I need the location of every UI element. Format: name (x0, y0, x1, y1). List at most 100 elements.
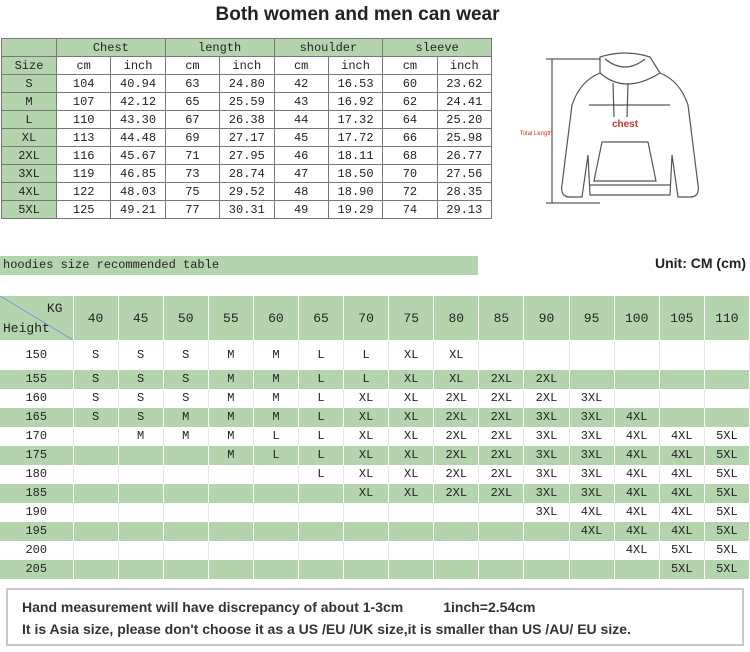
value-cell: 45 (273, 128, 329, 147)
table-row: 2XL 116 45.67 71 27.95 46 18.11 68 26.77 (1, 146, 493, 165)
size-cell: M (163, 408, 209, 427)
size-cell: L (253, 427, 299, 446)
size-cell: XL (388, 484, 435, 503)
height-cell: 190 (0, 503, 74, 522)
size-cell: 5XL (704, 560, 750, 579)
value-cell: 24.80 (219, 74, 275, 93)
height-label: Height (3, 321, 50, 336)
size-cell: 5XL (659, 560, 705, 579)
size-cell (388, 503, 435, 522)
size-cell: XL (343, 389, 390, 408)
size-cell: S (73, 370, 119, 389)
hoodie-diagram: chest Total Length (520, 52, 699, 204)
notes-box: Hand measurement will have discrepancy o… (6, 588, 744, 646)
table-row: 160 S S S M M L XL XL 2XL 2XL 2XL 3XL (0, 389, 750, 408)
size-cell: 4XL (614, 465, 660, 484)
value-cell: 27.95 (219, 146, 275, 165)
size-cell: S (1, 74, 57, 93)
size-cell: L (298, 340, 345, 370)
value-cell: 42 (273, 74, 329, 93)
size-cell: 4XL (659, 522, 705, 541)
size-cell: 4XL (569, 503, 615, 522)
size-cell (253, 503, 299, 522)
value-cell: 67 (164, 110, 221, 129)
size-cell: 2XL (433, 427, 480, 446)
height-cell: 155 (0, 370, 74, 389)
discrepancy-note: Hand measurement will have discrepancy o… (22, 599, 404, 615)
weight-header: 105 (659, 296, 705, 340)
size-cell: 5XL (704, 446, 750, 465)
size-cell: L (298, 427, 345, 446)
size-cell: 3XL (569, 408, 615, 427)
size-cell (118, 522, 164, 541)
height-cell: 200 (0, 541, 74, 560)
value-cell: 16.53 (327, 74, 384, 93)
size-cell: 2XL (478, 484, 525, 503)
value-cell: 60 (382, 74, 438, 93)
size-cell: 5XL (704, 484, 750, 503)
blank-cell (1, 38, 57, 57)
size-cell (478, 340, 525, 370)
size-cell (704, 370, 750, 389)
value-cell: 18.90 (327, 182, 384, 201)
size-cell: L (1, 110, 57, 129)
group-header-row: Chest length shoulder sleeve (1, 38, 492, 57)
unit-header-row: Size cm inch cm inch cm inch cm inch (1, 56, 493, 75)
size-cell: 4XL (569, 522, 615, 541)
size-cell (163, 541, 209, 560)
size-cell: 4XL (614, 503, 660, 522)
size-cell (118, 446, 164, 465)
size-cell (73, 484, 119, 503)
size-cell: L (343, 340, 390, 370)
size-cell: 2XL (478, 389, 525, 408)
table-row: 4XL 122 48.03 75 29.52 48 18.90 72 28.35 (1, 182, 493, 201)
size-cell (208, 465, 254, 484)
value-cell: 75 (164, 182, 221, 201)
value-cell: 74 (382, 200, 438, 219)
recommended-table-title: hoodies size recommended table (0, 256, 478, 275)
size-cell: 5XL (704, 427, 750, 446)
size-cell (659, 370, 705, 389)
size-cell (253, 484, 299, 503)
weight-header: 55 (208, 296, 254, 340)
value-cell: 24.41 (436, 92, 493, 111)
size-cell: 4XL (659, 446, 705, 465)
size-cell: 2XL (433, 484, 480, 503)
size-cell (163, 465, 209, 484)
unit-label: Unit: CM (cm) (655, 255, 746, 271)
group-header: length (164, 38, 275, 57)
value-cell: 46 (273, 146, 329, 165)
unit-header: inch (219, 56, 275, 75)
size-cell: 3XL (523, 408, 570, 427)
size-cell (118, 465, 164, 484)
size-cell: 2XL (478, 465, 525, 484)
size-cell: M (208, 340, 254, 370)
value-cell: 45.67 (110, 146, 166, 165)
weight-header: 40 (73, 296, 119, 340)
size-cell (433, 522, 480, 541)
size-cell: XL (433, 340, 480, 370)
corner-cell: KG Height (0, 296, 74, 340)
size-cell: 5XL (704, 541, 750, 560)
height-cell: 175 (0, 446, 74, 465)
height-cell: 160 (0, 389, 74, 408)
size-cell (569, 541, 615, 560)
size-cell: 5XL (1, 200, 57, 219)
size-cell (118, 484, 164, 503)
size-cell: 5XL (704, 522, 750, 541)
size-cell (523, 560, 570, 579)
value-cell: 40.94 (110, 74, 166, 93)
value-cell: 69 (164, 128, 221, 147)
weight-header: 110 (704, 296, 750, 340)
value-cell: 29.52 (219, 182, 275, 201)
value-cell: 73 (164, 164, 221, 183)
size-cell (298, 541, 345, 560)
size-cell: 4XL (614, 522, 660, 541)
size-cell: 4XL (614, 408, 660, 427)
value-cell: 107 (55, 92, 112, 111)
size-cell: S (163, 389, 209, 408)
size-cell (163, 503, 209, 522)
unit-header: inch (436, 56, 493, 75)
height-cell: 150 (0, 340, 74, 370)
size-cell: 2XL (523, 389, 570, 408)
